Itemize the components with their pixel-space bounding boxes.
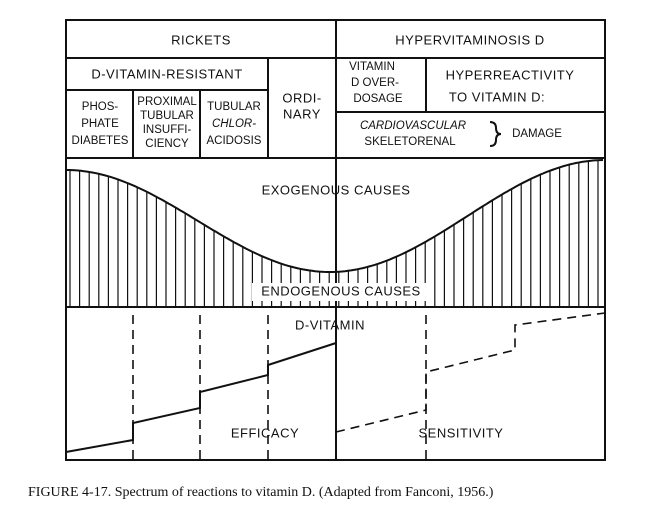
subgroup-label: PHOS- bbox=[82, 101, 119, 113]
region-label: EXOGENOUS CAUSES bbox=[262, 182, 411, 197]
header: RICKETS bbox=[171, 32, 231, 47]
sensitivity-curve bbox=[335, 312, 606, 433]
subgroup-label: INSUFFI- bbox=[143, 124, 192, 136]
subgroup-label: TUBULAR bbox=[207, 101, 261, 113]
subgroup-label: CIENCY bbox=[145, 138, 189, 150]
subgroup-label: ACIDOSIS bbox=[207, 135, 262, 147]
region-label: ENDOGENOUS CAUSES bbox=[261, 283, 420, 298]
group-label: HYPERREACTIVITY bbox=[446, 67, 575, 82]
region-label: SENSITIVITY bbox=[419, 425, 504, 440]
efficacy-curve bbox=[65, 342, 337, 453]
group-label: D OVER- bbox=[351, 77, 399, 89]
label-backdrop bbox=[252, 283, 430, 301]
group-label: NARY bbox=[283, 106, 321, 121]
subgroup-label: TUBULAR bbox=[140, 110, 194, 122]
group-label: ORDI- bbox=[282, 90, 321, 105]
subgroup-label: PROXIMAL bbox=[137, 96, 197, 108]
subgroup-label: CARDIOVASCULAR bbox=[360, 120, 466, 132]
caption: FIGURE 4-17. Spectrum of reactions to vi… bbox=[28, 485, 494, 500]
subgroup-label: DIABETES bbox=[72, 135, 129, 147]
group-label: VITAMIN bbox=[349, 61, 395, 73]
group-label: DOSAGE bbox=[353, 93, 403, 105]
region-label: D-VITAMIN bbox=[295, 317, 365, 332]
header: HYPERVITAMINOSIS D bbox=[395, 32, 544, 47]
causes-curve bbox=[66, 159, 604, 273]
subgroup-label: PHATE bbox=[81, 118, 119, 130]
subgroup-label: SKELETORENAL bbox=[364, 136, 456, 148]
subgroup-label: DAMAGE bbox=[512, 128, 562, 140]
subgroup-label: CHLOR- bbox=[212, 118, 256, 130]
brace bbox=[489, 121, 502, 147]
region-label: EFFICACY bbox=[231, 425, 299, 440]
group-label: D-VITAMIN-RESISTANT bbox=[91, 66, 242, 81]
group-label: TO VITAMIN D: bbox=[449, 89, 545, 104]
